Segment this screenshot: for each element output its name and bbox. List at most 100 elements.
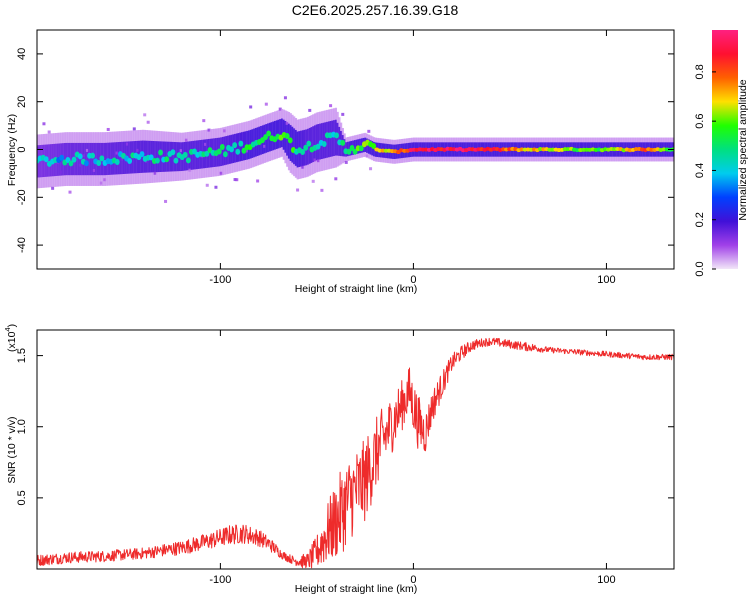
inner-band-cell (115, 142, 119, 175)
ridge-dot (204, 150, 210, 157)
inner-band-cell (310, 127, 313, 163)
ridge-dot (222, 151, 228, 158)
snr-panel: -100 0 100 0.5 1.0 1.5 Height of straight li… (3, 324, 675, 595)
scatter-speck (120, 157, 124, 161)
inner-band-cell (367, 139, 371, 154)
ridge-dot (238, 140, 244, 147)
inner-band-cell (77, 142, 80, 176)
scatter-speck (51, 186, 55, 190)
colorbar-label: Normalized spectral amplitude (737, 79, 749, 220)
inner-band-cell (89, 142, 93, 176)
ridge-dot (235, 148, 241, 155)
snr-y-multiplier-exp: 4 (3, 327, 12, 331)
scatter-speck (334, 177, 338, 181)
inner-band-cell (48, 144, 51, 177)
ridge-dot (229, 146, 234, 153)
scatter-speck (204, 142, 208, 146)
y-tick-label: 40 (16, 48, 28, 60)
ridge-dot (170, 149, 176, 156)
inner-band-cell (84, 142, 87, 176)
scatter-speck (146, 120, 150, 124)
ridge-dot (185, 157, 191, 164)
scatter-speck (329, 104, 333, 108)
scatter-speck (85, 148, 89, 152)
ridge-dot (192, 148, 197, 155)
ridge-dot (306, 140, 312, 147)
inner-band-cell (242, 131, 245, 161)
x-tick-label: -100 (209, 574, 231, 586)
inner-band-cell (343, 139, 346, 157)
ridge-dot (303, 144, 309, 151)
x-tick-label: -100 (209, 274, 231, 286)
snr-x-ticks: -100 0 100 (209, 330, 616, 586)
inner-band-cell (331, 120, 334, 157)
y-tick-label: 1.5 (16, 348, 28, 363)
ridge-dot (155, 157, 160, 164)
ridge-dot (99, 155, 105, 162)
svg-text:(x104): (x104) (3, 324, 18, 352)
ridge-dot (139, 151, 145, 158)
inner-band-cell (173, 141, 176, 172)
inner-band-cell (119, 141, 122, 175)
scatter-speck (296, 188, 300, 192)
ridge-dot (182, 151, 188, 158)
scatter-speck (256, 179, 260, 183)
scatter-speck (283, 96, 287, 100)
ridge-dot (43, 156, 49, 163)
inner-band-cell (221, 136, 225, 166)
inner-band-cell (174, 142, 178, 172)
colorbar-tick-label: 0.4 (694, 163, 706, 178)
snr-series-line (37, 337, 674, 569)
ridge-dot (321, 140, 327, 147)
inner-band-cell (187, 141, 190, 171)
scatter-speck (78, 163, 82, 167)
ridge-dot (59, 154, 65, 161)
snr-y-label: SNR (10 * v/v) (6, 416, 18, 483)
inner-band-cell (240, 132, 244, 161)
inner-band-cell (329, 121, 332, 157)
scatter-speck (278, 107, 282, 111)
x-tick-label: 100 (597, 274, 615, 286)
scatter-speck (308, 108, 312, 112)
inner-band-cell (91, 142, 94, 176)
x-tick-label: 0 (410, 274, 416, 286)
scatter-speck (99, 181, 103, 185)
scatter-speck (179, 149, 183, 153)
ridge-dot (263, 134, 268, 141)
ridge-dot (315, 143, 321, 150)
inner-band-cell (239, 132, 242, 162)
scatter-speck (205, 183, 209, 187)
inner-band-cell (291, 126, 294, 163)
scatter-speck (153, 171, 157, 175)
ridge-dot (349, 145, 355, 152)
inner-band-cell (117, 142, 120, 175)
scatter-speck (47, 130, 51, 134)
ridge-dot (96, 160, 102, 167)
inner-band-cell (110, 142, 113, 175)
spectrogram-y-label: Frequency (Hz) (6, 114, 18, 186)
spectrogram-x-label: Height of straight line (km) (295, 283, 418, 295)
scatter-speck (367, 129, 371, 133)
inner-band-cell (235, 133, 238, 163)
scatter-speck (219, 171, 223, 175)
ridge-dot (340, 139, 346, 146)
inner-band-cell (154, 141, 157, 173)
ridge-dot (219, 143, 225, 150)
scatter-speck (264, 102, 268, 106)
inner-band-cell (307, 128, 310, 165)
ridge-dot (127, 157, 133, 164)
scatter-speck (202, 119, 206, 123)
scatter-speck (143, 113, 147, 117)
scatter-speck (188, 168, 192, 172)
scatter-speck (125, 142, 129, 146)
inner-band-cell (280, 118, 284, 148)
inner-band-cell (190, 141, 193, 170)
inner-band-cell (313, 125, 317, 162)
inner-band-cell (161, 141, 164, 172)
scatter-speck (164, 199, 168, 203)
inner-band-cell (108, 142, 112, 175)
spectrogram-panel: -100 0 100 -40 -20 0 20 40 Height of straight … (6, 29, 675, 295)
inner-band-cell (237, 133, 240, 162)
scatter-speck (214, 185, 218, 189)
scatter-speck (82, 154, 86, 158)
